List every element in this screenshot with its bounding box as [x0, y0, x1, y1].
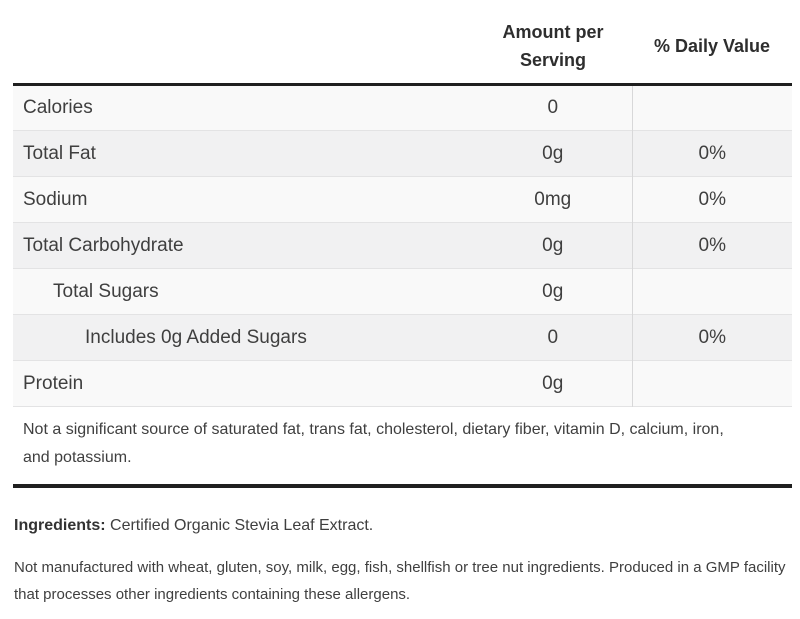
table-row-total-sugars: Total Sugars 0g: [13, 268, 792, 315]
table-header-row: Amount per Serving % Daily Value: [13, 14, 792, 85]
ingredients-line: Ingredients: Certified Organic Stevia Le…: [14, 515, 792, 537]
column-header-amount-per-serving: Amount per Serving: [474, 14, 632, 85]
amount-value: 0g: [474, 222, 632, 269]
daily-value: [631, 84, 792, 131]
row-label: Total Sugars: [13, 268, 474, 315]
allergen-statement: Not manufactured with wheat, gluten, soy…: [14, 559, 786, 603]
daily-value: 0%: [631, 130, 792, 177]
row-label: Includes 0g Added Sugars: [13, 314, 474, 361]
table-footnote-row: Not a significant source of saturated fa…: [13, 406, 792, 486]
daily-value: 0%: [631, 222, 792, 269]
amount-value: 0g: [474, 360, 632, 407]
nutrition-table: Amount per Serving % Daily Value Calorie…: [13, 14, 792, 488]
table-row-added-sugars: Includes 0g Added Sugars 0 0%: [13, 314, 792, 361]
amount-value: 0mg: [474, 176, 632, 223]
ingredients-label: Ingredients:: [14, 517, 106, 534]
amount-value: 0: [474, 84, 632, 131]
row-label: Sodium: [13, 176, 474, 223]
row-label: Calories: [13, 84, 474, 131]
amount-value: 0g: [474, 268, 632, 315]
row-label: Total Carbohydrate: [13, 222, 474, 269]
row-label: Protein: [13, 360, 474, 407]
ingredients-text: Certified Organic Stevia Leaf Extract.: [105, 517, 374, 534]
daily-value: 0%: [631, 314, 792, 361]
table-row-protein: Protein 0g: [13, 360, 792, 407]
amount-value: 0: [474, 314, 632, 361]
daily-value: [631, 360, 792, 407]
table-row-sodium: Sodium 0mg 0%: [13, 176, 792, 223]
table-row-total-fat: Total Fat 0g 0%: [13, 130, 792, 177]
table-row-calories: Calories 0: [13, 84, 792, 131]
footnote: Not a significant source of saturated fa…: [13, 406, 792, 486]
column-header-nutrient: [13, 14, 474, 85]
amount-value: 0g: [474, 130, 632, 177]
daily-value: [631, 268, 792, 315]
table-row-total-carbohydrate: Total Carbohydrate 0g 0%: [13, 222, 792, 269]
daily-value: 0%: [631, 176, 792, 223]
column-header-daily-value: % Daily Value: [632, 14, 792, 85]
row-label: Total Fat: [13, 130, 474, 177]
